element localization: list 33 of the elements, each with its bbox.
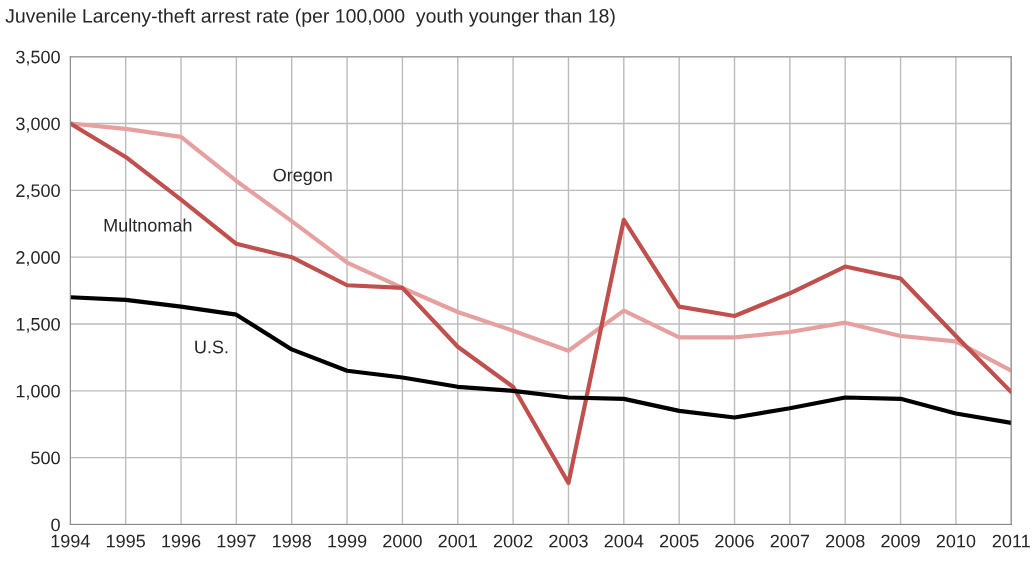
line-series [70,121,1012,486]
x-tick-label: 1996 [162,534,201,548]
chart-title: Juvenile Larceny-theft arrest rate (per 100,000 youth younger than 18) [5,8,615,27]
y-tick-label: 2,500 [16,184,60,200]
y-tick-label: 1,000 [16,384,60,400]
x-tick-label: 2003 [549,534,588,548]
y-tick-label: 2,000 [16,251,60,267]
x-tick-label: 2011 [992,534,1030,548]
series-label: U.S. [195,340,228,354]
x-tick-label: 2001 [438,534,477,548]
series-label: Multnomah [104,218,192,232]
x-tick-label: 1994 [51,534,90,548]
y-tick-label: 3,000 [16,117,60,133]
x-tick-label: 2008 [826,534,865,548]
series-label: Oregon [273,168,332,186]
x-tick-label: 1997 [217,534,256,548]
x-tick-label: 2002 [493,534,533,548]
y-tick-label: 0 [51,518,60,532]
y-tick-label: 1,500 [16,317,60,333]
x-tick-label: 2010 [936,534,976,548]
x-tick-label: 1998 [273,534,312,548]
x-tick-label: 2006 [715,534,754,548]
x-tick-label: 2004 [604,534,644,548]
y-tick-label: 500 [31,451,60,465]
line-series [70,295,1012,425]
line-series [70,121,1012,373]
x-tick-label: 2009 [881,534,920,548]
x-tick-label: 2000 [383,534,422,548]
y-tick-label: 3,500 [16,50,60,66]
x-tick-label: 1995 [106,534,145,548]
x-tick-label: 1999 [328,534,367,548]
x-tick-label: 2005 [659,534,699,548]
x-tick-label: 2007 [770,534,810,548]
